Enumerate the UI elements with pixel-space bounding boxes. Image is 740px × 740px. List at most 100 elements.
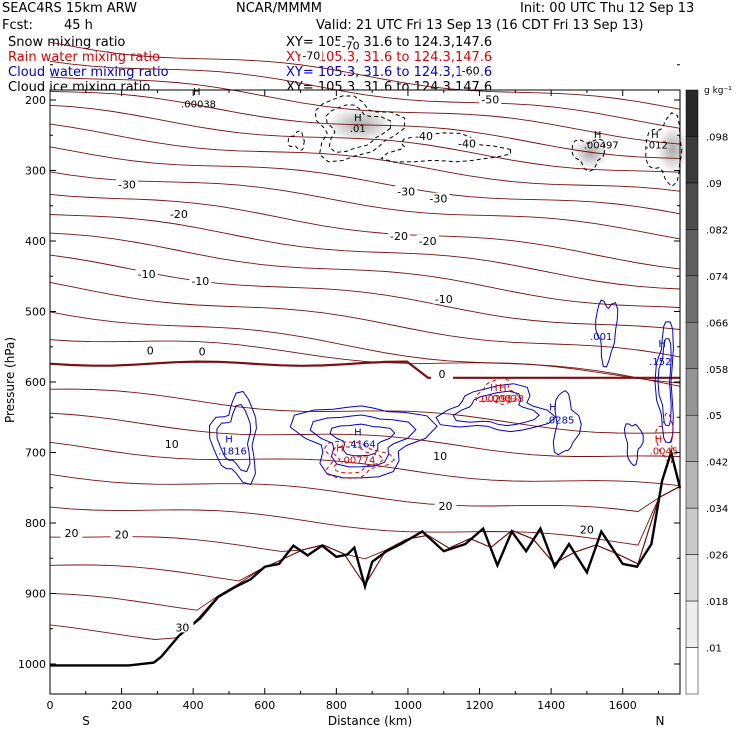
temperature-label: 10 bbox=[165, 438, 179, 451]
temperature-label-bg bbox=[459, 64, 482, 76]
temperature-label-bg bbox=[115, 178, 138, 190]
temperature-label-bg bbox=[416, 235, 439, 246]
contour-extreme-label: H bbox=[658, 339, 666, 350]
cloud-ice-contour bbox=[645, 112, 683, 188]
x-tick-label: 1600 bbox=[609, 699, 637, 712]
center-label: NCAR/MMMM bbox=[236, 1, 322, 16]
field-xy-cloud-water: XY= 105.3, 31.6 to 124.3,147.6 bbox=[286, 65, 493, 80]
temperature-label: 20 bbox=[439, 500, 453, 513]
cloud-water-contour bbox=[452, 390, 540, 427]
temperature-label: -20 bbox=[419, 235, 437, 248]
temperature-label-bg bbox=[427, 192, 450, 204]
colorbar-tick-label: .05 bbox=[706, 411, 722, 422]
cloud-ice-contour bbox=[380, 132, 512, 163]
temperature-label-bg bbox=[413, 129, 436, 141]
contour-extreme-label: .00497 bbox=[584, 140, 619, 151]
contour-extreme-label: .01 bbox=[350, 124, 366, 135]
isotherm-line bbox=[49, 146, 681, 215]
temperature-label-bg bbox=[575, 523, 598, 535]
y-tick-label: 700 bbox=[25, 447, 46, 460]
temperature-label-bg bbox=[339, 39, 362, 51]
cloud-water-contour bbox=[654, 321, 674, 444]
temperature-label: -60 bbox=[462, 64, 480, 77]
cloud-ice-contour bbox=[325, 104, 392, 153]
temperature-label-bg bbox=[432, 292, 455, 304]
colorbar-tick-label: .098 bbox=[706, 132, 728, 143]
x-tick-label: 200 bbox=[111, 699, 132, 712]
cloud-water-contour bbox=[552, 390, 582, 456]
contour-extreme-label: H bbox=[225, 434, 233, 445]
isotherm-line bbox=[49, 60, 681, 129]
contour-extreme-label: .001 bbox=[590, 332, 612, 343]
isotherm-line bbox=[49, 281, 681, 358]
field-name-snow: Snow mixing ratio bbox=[8, 35, 126, 50]
temperature-label: -50 bbox=[481, 93, 499, 106]
colorbar-tick-label: .034 bbox=[706, 504, 728, 515]
terrain-line bbox=[50, 448, 682, 667]
rain-water-contour bbox=[655, 412, 674, 465]
hydrometeor-contours bbox=[208, 95, 683, 486]
colorbar-swatch bbox=[685, 507, 699, 555]
temperature-label: -20 bbox=[390, 230, 408, 243]
isotherm-line bbox=[49, 388, 681, 434]
isotherm-line bbox=[49, 360, 680, 379]
contour-extreme-label: .00038 bbox=[489, 394, 524, 405]
cloud-water-contour bbox=[657, 338, 672, 427]
x-tick-label: 600 bbox=[254, 699, 275, 712]
valid-time: Valid: 21 UTC Fri 13 Sep 13 (16 CDT Fri … bbox=[316, 18, 644, 33]
field-name-rain: Rain water mixing ratio bbox=[8, 50, 161, 65]
colorbar-swatch bbox=[685, 368, 699, 416]
temperature-label-bg bbox=[171, 621, 194, 633]
colorbar-tick-label: .09 bbox=[706, 179, 722, 190]
isotherm-line bbox=[49, 76, 681, 145]
rain-water-contour bbox=[332, 446, 384, 474]
isotherm-line bbox=[49, 214, 681, 290]
init-time: Init: 00 UTC Thu 12 Sep 13 bbox=[520, 1, 695, 16]
isotherm-line bbox=[49, 473, 681, 512]
y-tick-label: 300 bbox=[25, 165, 46, 178]
colorbar-tick-label: .066 bbox=[706, 318, 728, 329]
isotherm-line bbox=[49, 412, 681, 458]
y-tick-label: 400 bbox=[25, 235, 46, 248]
snow-shading-blob bbox=[572, 136, 609, 169]
temperature-label: 0 bbox=[438, 368, 445, 381]
contour-extreme-label: H bbox=[594, 130, 602, 141]
x-axis-title: Distance (km) bbox=[328, 714, 412, 728]
contour-extreme-label: .0285 bbox=[546, 415, 575, 426]
cloud-water-contour bbox=[289, 405, 438, 479]
temperature-label: -30 bbox=[397, 186, 415, 199]
colorbar-tick-label: .058 bbox=[706, 365, 728, 376]
terrain-group bbox=[50, 448, 682, 667]
model-title: SEAC4RS 15km ARW bbox=[2, 1, 138, 16]
temperature-label: -10 bbox=[435, 293, 453, 306]
plot-frame bbox=[49, 89, 681, 695]
contour-extreme-label: H bbox=[651, 130, 659, 141]
cloud-water-contour bbox=[208, 390, 257, 486]
isotherm-line bbox=[49, 90, 681, 159]
temperature-label: 0 bbox=[147, 344, 154, 357]
temperature-label: -70 bbox=[342, 40, 360, 53]
cloud-ice-contour bbox=[287, 130, 305, 151]
y-tick-label: 200 bbox=[25, 94, 46, 107]
colorbar-swatch bbox=[685, 322, 699, 370]
x-tick-label: 1400 bbox=[537, 699, 565, 712]
snow-shading-blob bbox=[656, 125, 689, 174]
temperature-label: -70 bbox=[302, 50, 320, 63]
temperature-label-bg bbox=[300, 49, 323, 61]
temperature-label: -30 bbox=[429, 193, 447, 206]
isotherm-line bbox=[49, 123, 681, 192]
y-tick-label: 500 bbox=[25, 306, 46, 319]
colorbar-swatch bbox=[685, 600, 699, 648]
temperature-label-bg bbox=[60, 526, 83, 538]
isotherm-line bbox=[49, 339, 681, 384]
cloud-water-contour bbox=[595, 299, 619, 368]
isotherm-line bbox=[49, 232, 681, 308]
contour-extreme-label: .00298 bbox=[478, 394, 513, 405]
contour-extreme-label: H bbox=[655, 434, 663, 445]
temperature-label: 30 bbox=[175, 621, 189, 634]
temperature-label-bg bbox=[139, 344, 162, 356]
temperature-label-bg bbox=[160, 438, 183, 450]
cloud-water-contour bbox=[309, 414, 417, 468]
temperature-label-bg bbox=[456, 137, 479, 149]
